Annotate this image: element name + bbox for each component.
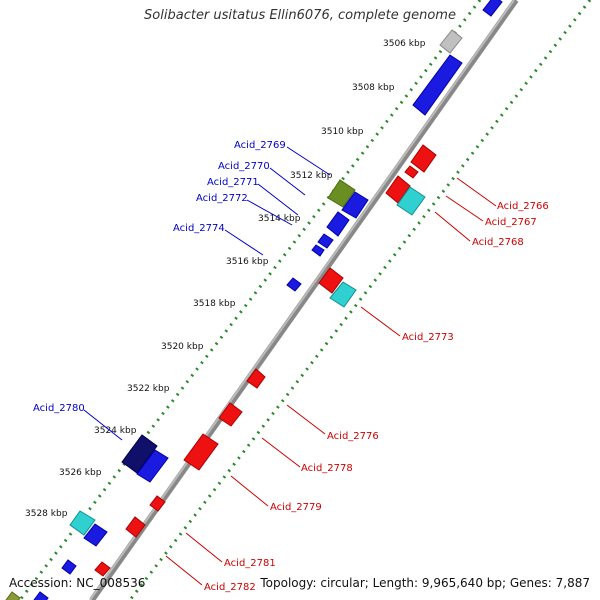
gene-red[interactable]: [404, 165, 419, 179]
gene-label[interactable]: Acid_2767: [485, 217, 537, 228]
gene-label[interactable]: Acid_2778: [301, 463, 353, 474]
tick-labels: 3506 kbp 3508 kbp 3510 kbp 3512 kbp 3514…: [25, 39, 426, 519]
gene-label[interactable]: Acid_2780: [33, 403, 85, 414]
gene-label[interactable]: Acid_2772: [196, 193, 248, 204]
gene-navy[interactable]: [121, 434, 158, 474]
gene-blue[interactable]: [326, 211, 350, 237]
tick-label: 3518 kbp: [193, 299, 236, 309]
map-title: Solibacter usitatus Ellin6076, complete …: [144, 8, 456, 23]
gene-blue[interactable]: [33, 591, 49, 600]
tick-label: 3514 kbp: [258, 214, 301, 224]
gene-cyan[interactable]: [69, 510, 96, 536]
labels-right: Acid_2766 Acid_2767 Acid_2768 Acid_2773 …: [204, 201, 549, 593]
leaders-left: [83, 146, 331, 441]
tick-label: 3524 kbp: [94, 426, 137, 436]
tick-label: 3510 kbp: [321, 127, 364, 137]
genes-lower-strand: [94, 144, 437, 577]
topology-text: Topology: circular; Length: 9,965,640 bp…: [260, 576, 590, 590]
gene-grey[interactable]: [439, 29, 463, 54]
gene-red[interactable]: [246, 368, 266, 389]
gene-red[interactable]: [149, 495, 166, 512]
gene-label[interactable]: Acid_2766: [497, 201, 549, 212]
gene-cyan[interactable]: [396, 186, 426, 216]
gene-label[interactable]: Acid_2769: [234, 140, 286, 151]
gene-blue[interactable]: [311, 244, 325, 257]
gene-blue[interactable]: [482, 0, 503, 17]
gene-red[interactable]: [183, 433, 219, 471]
tick-label: 3508 kbp: [352, 83, 395, 93]
labels-left: Acid_2769 Acid_2770 Acid_2771 Acid_2772 …: [33, 140, 286, 414]
gene-label[interactable]: Acid_2776: [327, 431, 379, 442]
gene-label[interactable]: Acid_2773: [402, 332, 454, 343]
gene-red[interactable]: [318, 267, 344, 294]
tick-label: 3512 kbp: [290, 171, 333, 181]
gene-blue[interactable]: [317, 233, 334, 249]
genes-upper-strand: [5, 0, 503, 600]
gene-label[interactable]: Acid_2768: [472, 237, 524, 248]
gene-label[interactable]: Acid_2779: [270, 502, 322, 513]
gene-blue[interactable]: [341, 191, 369, 219]
tick-label: 3520 kbp: [161, 342, 204, 352]
gene-blue[interactable]: [136, 449, 169, 483]
gene-label[interactable]: Acid_2782: [204, 582, 256, 593]
tick-label: 3522 kbp: [127, 384, 170, 394]
gene-olive[interactable]: [5, 591, 21, 600]
gene-blue[interactable]: [286, 277, 302, 292]
gene-label[interactable]: Acid_2781: [224, 558, 276, 569]
accession-text: Accession: NC_008536: [9, 576, 146, 590]
gene-blue[interactable]: [83, 523, 108, 547]
tick-label: 3506 kbp: [383, 39, 426, 49]
leaders-right: [165, 177, 497, 586]
gene-blue[interactable]: [412, 54, 463, 116]
gene-olive[interactable]: [327, 179, 356, 208]
tick-label: 3526 kbp: [59, 468, 102, 478]
gene-cyan[interactable]: [329, 281, 357, 308]
gene-label[interactable]: Acid_2770: [218, 161, 270, 172]
gene-red[interactable]: [385, 175, 411, 204]
gene-red[interactable]: [410, 144, 437, 173]
gene-blue[interactable]: [61, 559, 77, 575]
gene-red[interactable]: [218, 402, 243, 427]
gene-label[interactable]: Acid_2771: [207, 177, 259, 188]
tick-label: 3528 kbp: [25, 509, 68, 519]
gene-label[interactable]: Acid_2774: [173, 223, 225, 234]
gene-red[interactable]: [125, 516, 146, 538]
gene-red[interactable]: [94, 561, 111, 577]
outer-tick-track: [18, 0, 482, 600]
tick-label: 3516 kbp: [226, 257, 269, 267]
